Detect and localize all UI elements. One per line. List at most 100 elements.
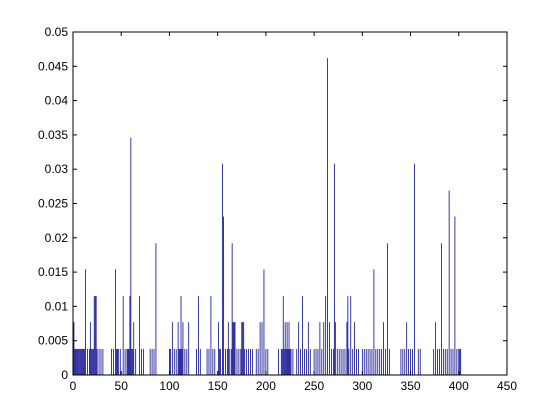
bar [259,322,261,375]
bar [333,163,335,375]
bar [180,296,182,375]
bar [381,348,383,375]
bar [342,348,344,375]
y-tick-label: 0.025 [38,197,68,211]
bar [129,296,131,375]
bar [197,296,199,375]
bar [290,348,292,375]
bar [141,348,142,375]
bar [182,322,184,375]
bar [334,322,336,375]
bar [325,296,327,375]
bar [130,137,132,375]
bar [327,58,328,375]
y-tick-label: 0.005 [38,334,68,348]
x-tick-label: 50 [115,379,129,393]
bar [377,348,379,375]
bar [93,296,95,375]
x-tick-label: 200 [256,379,276,393]
bar [352,348,354,375]
bar [246,348,247,375]
bar [317,348,319,375]
bar [173,348,175,375]
bar [188,322,190,375]
bar [261,322,263,375]
bar [84,348,85,375]
y-tick-label: 0.04 [45,94,69,108]
y-axis-ticks: 0 0.005 0.01 0.015 0.02 0.025 0.03 0.035 0.04 0.0… [38,25,507,382]
bar [286,322,288,375]
bar [139,296,140,375]
bar [119,348,121,375]
bar [356,348,357,375]
bar [135,348,137,375]
bar [90,348,92,375]
bar [73,322,75,375]
bar [333,348,334,375]
bar [252,348,253,375]
x-tick-label: 450 [497,379,517,393]
bar [363,348,365,375]
bar [412,348,413,375]
bar [331,348,332,375]
bar [231,243,233,375]
bar [227,322,229,375]
bar [336,348,338,375]
bar [315,348,317,375]
bar [241,322,243,375]
bar [361,348,363,375]
bar [450,348,452,375]
bar-series [73,58,462,375]
bar [346,322,348,375]
bar [410,348,411,375]
bar [460,348,462,375]
bar [133,322,135,375]
bar [214,348,216,375]
bar [248,348,249,375]
bar [223,216,224,375]
bar [350,296,352,375]
bar [365,348,367,375]
bar [184,348,186,375]
bar [292,348,294,375]
bar [433,348,435,375]
bar [89,348,90,375]
bar [288,322,290,375]
bar [265,348,267,375]
x-tick-label: 100 [159,379,179,393]
bar [169,348,170,375]
bar [313,348,315,375]
bar [435,322,437,375]
bar [452,348,454,375]
bar [225,348,226,375]
bar [387,243,388,375]
bar [296,348,298,375]
bar [122,296,124,375]
y-tick-label: 0.01 [45,299,69,313]
bar [456,348,458,375]
bar [208,348,210,375]
bar [238,348,240,375]
bar [74,348,76,375]
y-tick-label: 0 [61,368,68,382]
bar [385,348,386,375]
bar [402,348,404,375]
bar [454,216,456,375]
y-tick-label: 0.05 [45,25,69,39]
bar [459,348,461,375]
bar [77,348,79,375]
bar [338,348,340,375]
bar [448,190,450,375]
bar [236,348,238,375]
bar [287,348,289,375]
bar [175,348,177,375]
bar [143,348,144,375]
bar [347,296,349,375]
bar [375,348,377,375]
bar [222,163,223,375]
bar [233,322,235,375]
bar [89,322,91,375]
bar [417,348,419,375]
bar [220,348,221,375]
